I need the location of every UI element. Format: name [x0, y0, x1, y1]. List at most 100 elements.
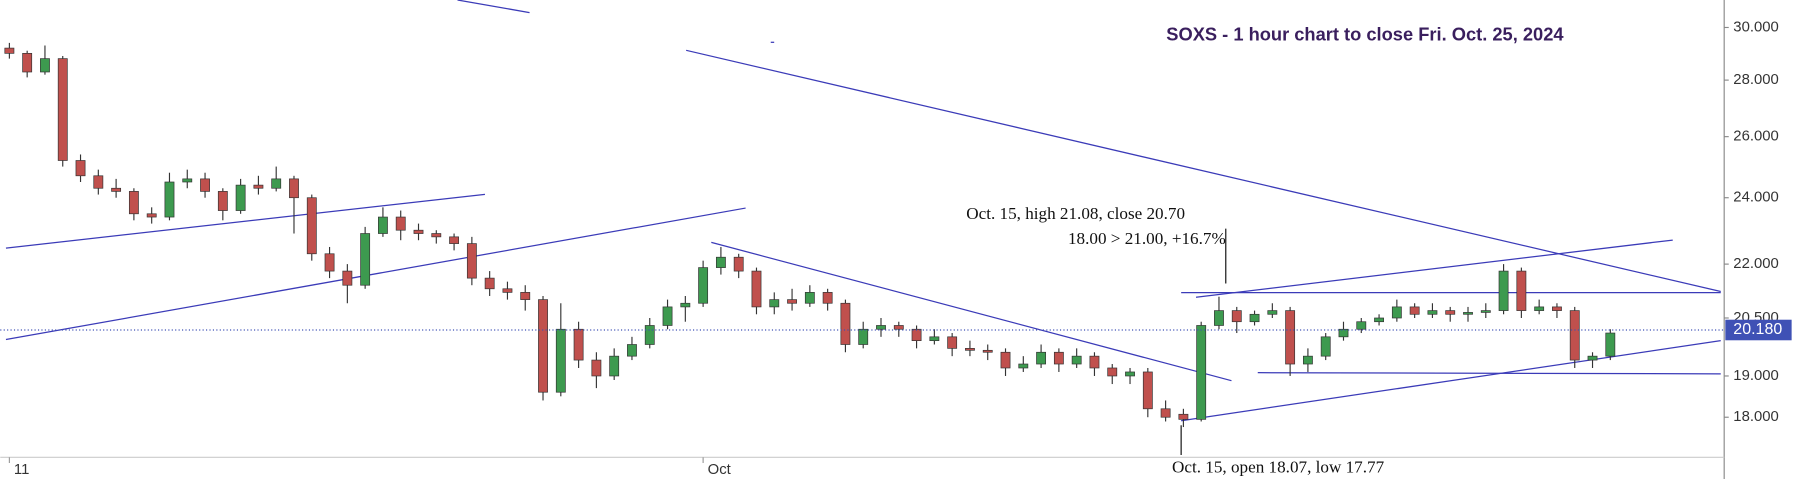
- candle-body: [591, 359, 602, 377]
- trendline: [1257, 372, 1721, 375]
- trendline: [711, 241, 1232, 382]
- candle-body: [1356, 321, 1367, 330]
- annotation: Oct. 15, high 21.08, close 20.70: [966, 204, 1185, 223]
- candle-body: [1302, 355, 1313, 365]
- candle-body: [965, 348, 975, 351]
- candle-body: [1587, 355, 1598, 361]
- candle-body: [57, 58, 68, 161]
- candle-body: [911, 328, 922, 342]
- candle-body: [40, 58, 50, 73]
- candle-body: [1071, 355, 1082, 365]
- candle-body: [4, 47, 15, 54]
- candle-body: [502, 288, 513, 293]
- candle-body: [1445, 310, 1456, 315]
- last-price-label: 20.180: [1733, 321, 1782, 338]
- candle-body: [698, 267, 709, 304]
- candle-body: [22, 52, 33, 73]
- candle-body: [1374, 317, 1384, 323]
- candle-body: [1285, 310, 1296, 365]
- candle-body: [644, 325, 655, 345]
- candle-body: [1498, 270, 1509, 311]
- candle-body: [1231, 310, 1242, 323]
- candle-body: [1552, 306, 1562, 311]
- last-price-box: [1725, 319, 1792, 341]
- candle-body: [858, 328, 869, 345]
- candle-body: [360, 233, 371, 286]
- candle-body: [947, 336, 958, 349]
- y-tick-label: 28.000: [1733, 72, 1778, 88]
- y-tick-label: 24.000: [1733, 190, 1778, 206]
- y-tick-label: 22.000: [1733, 256, 1778, 272]
- candle-body: [75, 160, 86, 177]
- candle-body: [929, 336, 940, 342]
- candle-body: [1267, 310, 1278, 315]
- candle-body: [1036, 351, 1047, 365]
- candle-body: [680, 302, 691, 308]
- candle-body: [520, 292, 531, 300]
- candle-body: [289, 178, 299, 199]
- candle-body: [1338, 328, 1349, 338]
- candle-body: [1409, 306, 1420, 315]
- candle-body: [840, 302, 851, 345]
- candle-body: [395, 216, 406, 231]
- candle-body: [1000, 351, 1011, 369]
- candle-body: [1125, 371, 1135, 377]
- candle-body: [804, 292, 815, 304]
- candle-body: [1569, 310, 1580, 361]
- candle-body: [609, 355, 620, 377]
- candle-body: [431, 233, 442, 238]
- candle-body: [182, 178, 193, 183]
- candle-body: [1214, 310, 1224, 326]
- candle-body: [306, 197, 317, 255]
- candle-body: [342, 270, 353, 286]
- candle-body: [111, 187, 122, 192]
- trendline: [1181, 340, 1721, 422]
- candle-body: [164, 181, 175, 218]
- candle-body: [822, 292, 833, 304]
- candle-body: [555, 328, 566, 393]
- candle-body: [1463, 312, 1473, 315]
- candle-body: [1427, 310, 1438, 315]
- candle-body: [217, 191, 228, 211]
- candle-body: [1605, 332, 1616, 357]
- candle-body: [573, 328, 584, 361]
- candle-body: [413, 229, 424, 234]
- candle-body: [1142, 371, 1153, 410]
- candle-body: [93, 175, 104, 189]
- candle-body: [715, 256, 726, 268]
- x-tick-label: Oct: [708, 462, 732, 478]
- candle-body: [893, 325, 904, 330]
- y-tick-label: 18.000: [1733, 409, 1778, 425]
- candle-body: [1196, 325, 1207, 420]
- candle-body: [449, 236, 459, 244]
- candle-body: [751, 270, 762, 308]
- candle-body: [538, 299, 548, 393]
- candle-body: [1107, 367, 1118, 377]
- trendlines: [5, 0, 1721, 455]
- chart-title: SOXS - 1 hour chart to close Fri. Oct. 2…: [1166, 23, 1564, 44]
- trendline: [686, 49, 1721, 293]
- candle-body: [627, 344, 637, 357]
- candle-body: [1160, 408, 1171, 418]
- candle-body: [1018, 363, 1029, 369]
- candle-body: [662, 306, 673, 326]
- candle-body: [1053, 351, 1064, 365]
- annotation: 18.00 > 21.00, +16.7%: [1068, 229, 1226, 248]
- candle-body: [324, 253, 335, 272]
- candle-body: [146, 213, 157, 218]
- y-tick-label: 30.000: [1733, 19, 1778, 35]
- trendline: [5, 193, 486, 249]
- candle-body: [235, 184, 246, 211]
- trendline: [1195, 239, 1673, 298]
- candle-body: [1516, 270, 1527, 311]
- trendline: [457, 0, 530, 14]
- candle-body: [1178, 413, 1189, 420]
- candle-body: [982, 349, 993, 353]
- candle-body: [128, 191, 139, 215]
- candle-body: [1249, 313, 1260, 323]
- candle-body: [1534, 306, 1545, 311]
- candle-body: [876, 325, 886, 330]
- candle-body: [200, 178, 210, 192]
- candle-body: [378, 216, 388, 234]
